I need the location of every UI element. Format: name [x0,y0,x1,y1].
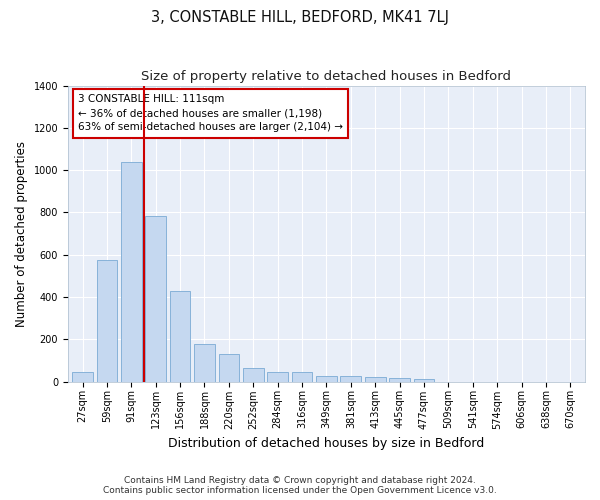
Bar [72,372,93,382]
Bar [268,372,288,382]
Text: 3, CONSTABLE HILL, BEDFORD, MK41 7LJ: 3, CONSTABLE HILL, BEDFORD, MK41 7LJ [151,10,449,25]
Bar [413,380,434,382]
Bar [316,376,337,382]
Text: Contains HM Land Registry data © Crown copyright and database right 2024.
Contai: Contains HM Land Registry data © Crown c… [103,476,497,495]
Title: Size of property relative to detached houses in Bedford: Size of property relative to detached ho… [142,70,511,83]
Bar [170,290,190,382]
Bar [194,344,215,382]
Bar [389,378,410,382]
Bar [243,368,263,382]
Bar [121,162,142,382]
Bar [365,378,386,382]
Bar [292,372,313,382]
Text: 3 CONSTABLE HILL: 111sqm
← 36% of detached houses are smaller (1,198)
63% of sem: 3 CONSTABLE HILL: 111sqm ← 36% of detach… [78,94,343,132]
Bar [145,216,166,382]
X-axis label: Distribution of detached houses by size in Bedford: Distribution of detached houses by size … [169,437,485,450]
Bar [218,354,239,382]
Bar [340,376,361,382]
Y-axis label: Number of detached properties: Number of detached properties [15,140,28,326]
Bar [97,260,117,382]
